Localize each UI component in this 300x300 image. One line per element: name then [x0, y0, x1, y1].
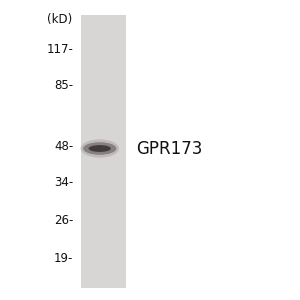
Ellipse shape [80, 140, 119, 158]
Text: 34-: 34- [54, 176, 74, 190]
Text: 48-: 48- [54, 140, 74, 154]
Text: 19-: 19- [54, 251, 74, 265]
Text: (kD): (kD) [47, 13, 72, 26]
Text: GPR173: GPR173 [136, 140, 203, 158]
Bar [81, 15, 126, 288]
Ellipse shape [88, 145, 111, 152]
Ellipse shape [83, 142, 116, 155]
Text: 26-: 26- [54, 214, 74, 227]
Text: 85-: 85- [54, 79, 74, 92]
Text: 117-: 117- [46, 43, 74, 56]
